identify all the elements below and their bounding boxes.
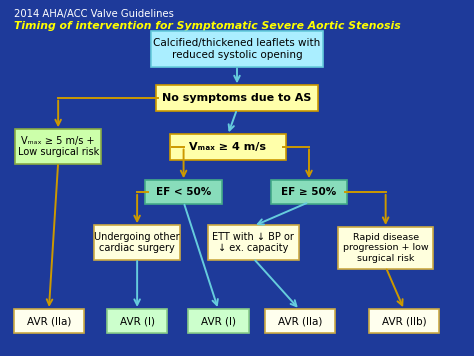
FancyBboxPatch shape bbox=[271, 180, 347, 204]
FancyBboxPatch shape bbox=[94, 225, 180, 260]
Text: AVR (IIa): AVR (IIa) bbox=[277, 316, 322, 326]
FancyBboxPatch shape bbox=[170, 134, 286, 160]
FancyBboxPatch shape bbox=[188, 309, 248, 333]
FancyBboxPatch shape bbox=[265, 309, 335, 333]
FancyBboxPatch shape bbox=[208, 225, 299, 260]
FancyBboxPatch shape bbox=[155, 85, 319, 111]
FancyBboxPatch shape bbox=[338, 227, 433, 269]
Text: AVR (IIb): AVR (IIb) bbox=[382, 316, 427, 326]
Text: AVR (I): AVR (I) bbox=[119, 316, 155, 326]
Text: Rapid disease
progression + low
surgical risk: Rapid disease progression + low surgical… bbox=[343, 233, 428, 263]
FancyBboxPatch shape bbox=[15, 129, 101, 164]
FancyBboxPatch shape bbox=[14, 309, 84, 333]
Text: 2014 AHA/ACC Valve Guidelines: 2014 AHA/ACC Valve Guidelines bbox=[14, 9, 174, 19]
Text: EF ≥ 50%: EF ≥ 50% bbox=[282, 187, 337, 197]
Text: Undergoing other
cardiac surgery: Undergoing other cardiac surgery bbox=[94, 232, 180, 253]
Text: Timing of intervention for Symptomatic Severe Aortic Stenosis: Timing of intervention for Symptomatic S… bbox=[14, 21, 401, 31]
Text: Vₘₐₓ ≥ 4 m/s: Vₘₐₓ ≥ 4 m/s bbox=[189, 142, 266, 152]
Text: Calcified/thickened leaflets with
reduced systolic opening: Calcified/thickened leaflets with reduce… bbox=[154, 38, 320, 60]
Text: ETT with ↓ BP or
↓ ex. capacity: ETT with ↓ BP or ↓ ex. capacity bbox=[212, 232, 294, 253]
FancyBboxPatch shape bbox=[145, 180, 222, 204]
FancyBboxPatch shape bbox=[107, 309, 167, 333]
Text: Vₘₐₓ ≥ 5 m/s +
Low surgical risk: Vₘₐₓ ≥ 5 m/s + Low surgical risk bbox=[18, 136, 99, 157]
Text: No symptoms due to AS: No symptoms due to AS bbox=[162, 93, 312, 103]
Text: EF < 50%: EF < 50% bbox=[156, 187, 211, 197]
FancyBboxPatch shape bbox=[151, 31, 323, 67]
FancyBboxPatch shape bbox=[369, 309, 439, 333]
Text: AVR (IIa): AVR (IIa) bbox=[27, 316, 71, 326]
Text: AVR (I): AVR (I) bbox=[201, 316, 236, 326]
